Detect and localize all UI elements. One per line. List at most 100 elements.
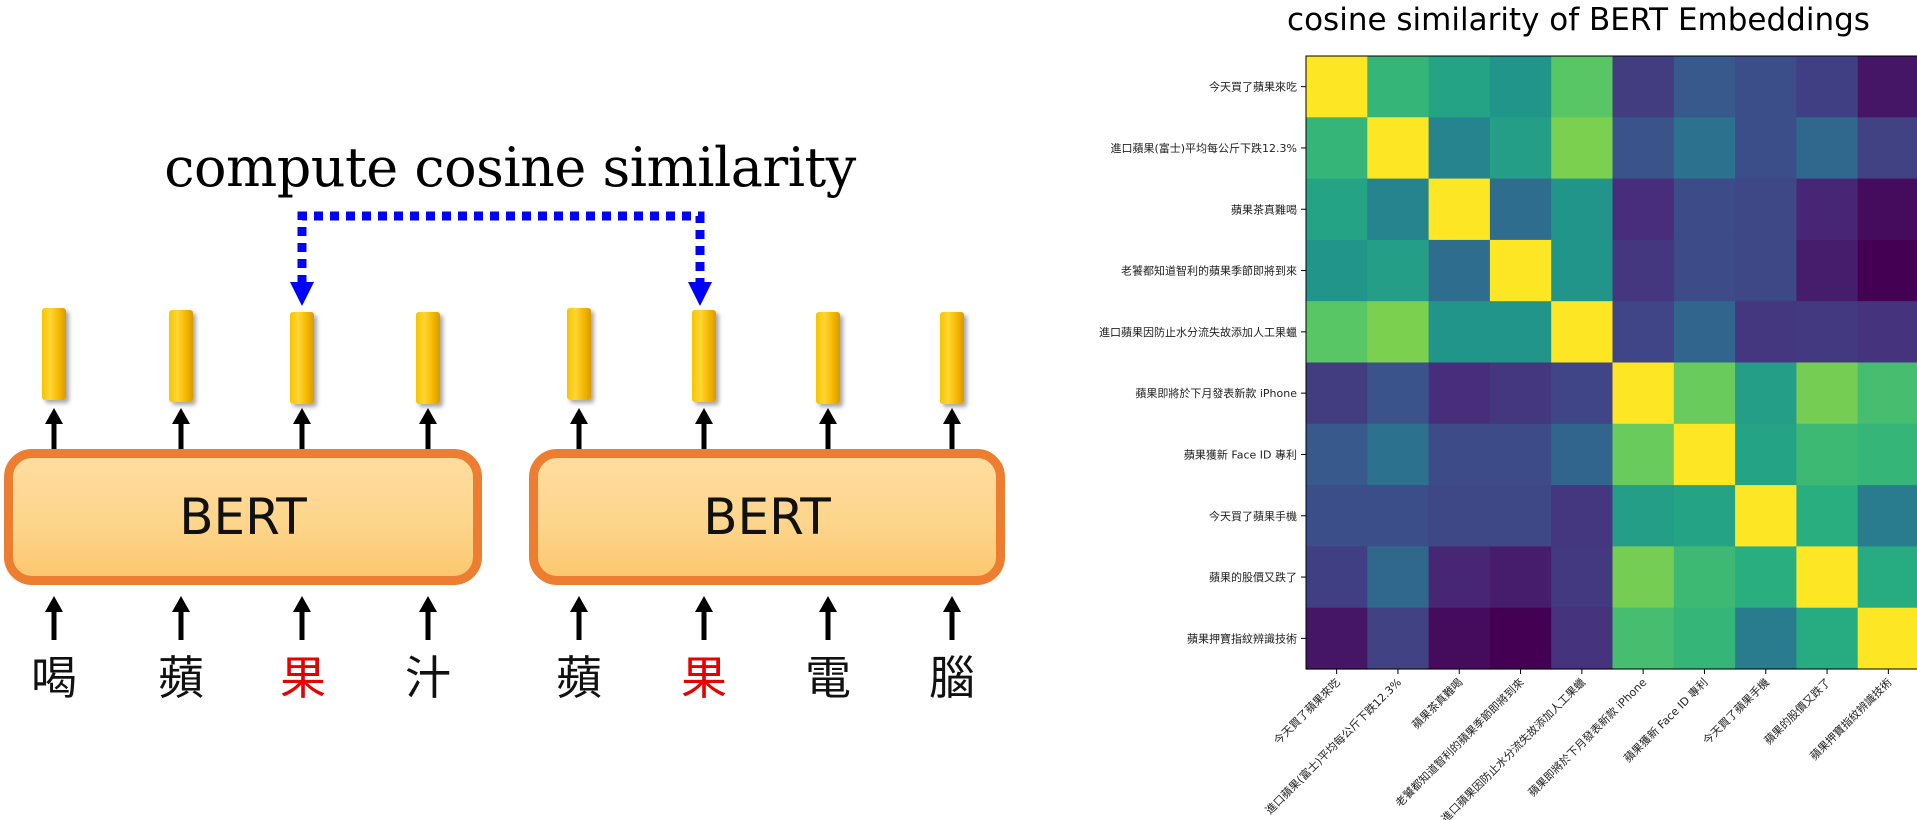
embedding-vector <box>567 308 591 400</box>
heatmap-cell <box>1735 239 1797 302</box>
input-token-left: 果 <box>280 651 326 705</box>
heatmap-cell <box>1612 607 1675 670</box>
heatmap-cell <box>1857 117 1917 180</box>
heatmap-cell <box>1428 178 1491 241</box>
arrow-up-icon <box>293 596 311 612</box>
heatmap-cell <box>1306 239 1368 302</box>
heatmap-cell <box>1489 301 1552 364</box>
y-tick-label: 今天買了蘋果來吃 <box>1209 80 1297 94</box>
heatmap-cell <box>1612 485 1675 547</box>
heatmap-cell <box>1367 362 1430 425</box>
heatmap-cell <box>1489 423 1552 486</box>
heatmap-cell <box>1551 56 1614 118</box>
heatmap-cell <box>1428 423 1491 486</box>
arrow-up-icon <box>695 408 713 424</box>
heatmap-cell <box>1367 485 1430 547</box>
x-tick-label: 蘋果的股價又跌了 <box>1761 675 1833 747</box>
heatmap-cell <box>1428 485 1491 547</box>
heatmap-cell <box>1857 423 1917 486</box>
bert-encoder-left: BERT <box>4 449 482 585</box>
heatmap-cell <box>1735 546 1797 609</box>
heatmap-cell <box>1673 423 1736 486</box>
heatmap-cell <box>1551 178 1614 241</box>
x-tick-label: 今天買了蘋果來吃 <box>1271 675 1343 747</box>
heatmap-cell <box>1612 546 1675 609</box>
embedding-vector <box>42 308 66 400</box>
y-tick-label: 進口蘋果(富士)平均每公斤下跌12.3% <box>1110 141 1297 155</box>
heatmap-cell <box>1428 301 1491 364</box>
heatmap-cell <box>1428 362 1491 425</box>
heatmap-cell <box>1735 56 1797 118</box>
embedding-vector <box>816 312 840 404</box>
heatmap-cell <box>1612 423 1675 486</box>
arrow-up-icon <box>419 408 437 424</box>
heatmap-cell <box>1551 546 1614 609</box>
arrow-up-icon <box>172 408 190 424</box>
y-tick-label: 進口蘋果因防止水分流失故添加人工果蠟 <box>1099 325 1297 339</box>
dotted-link <box>290 211 712 306</box>
heatmap-cell <box>1857 301 1917 364</box>
input-token-right: 電 <box>805 651 851 705</box>
y-tick-label: 今天買了蘋果手機 <box>1209 509 1297 523</box>
arrow-up-icon <box>695 596 713 612</box>
heatmap-cell <box>1551 362 1614 425</box>
y-tick-label: 蘋果的股價又跌了 <box>1209 570 1297 584</box>
diagram-title: compute cosine similarity <box>164 136 856 199</box>
input-token-right: 果 <box>681 651 727 705</box>
arrow-up-icon <box>570 408 588 424</box>
arrow-up-icon <box>570 596 588 612</box>
heatmap-cell <box>1612 178 1675 241</box>
heatmap-cell <box>1551 423 1614 486</box>
heatmap-cell <box>1428 607 1491 670</box>
heatmap-cell <box>1796 362 1859 425</box>
input-token-left: 汁 <box>405 651 451 705</box>
heatmap-cell <box>1551 239 1614 302</box>
heatmap-cell <box>1857 178 1917 241</box>
heatmap-cell <box>1857 56 1917 118</box>
arrow-up-icon <box>943 596 961 612</box>
arrow-up-icon <box>819 408 837 424</box>
heatmap-cell <box>1673 607 1736 670</box>
heatmap-cell <box>1673 362 1736 425</box>
heatmap-cell <box>1306 301 1368 364</box>
heatmap-cell <box>1612 117 1675 180</box>
heatmap-cell <box>1673 546 1736 609</box>
heatmap-cell <box>1735 117 1797 180</box>
input-token-left: 喝 <box>31 651 77 705</box>
y-tick-label: 蘋果茶真難喝 <box>1231 202 1297 216</box>
heatmap-cell <box>1489 56 1552 118</box>
y-tick-label: 蘋果獲新 Face ID 專利 <box>1184 447 1297 461</box>
heatmap-cell <box>1796 239 1859 302</box>
heatmap-cell <box>1857 546 1917 609</box>
heatmap-cell <box>1489 485 1552 547</box>
heatmap-cell <box>1857 485 1917 547</box>
arrow-up-icon <box>943 408 961 424</box>
input-token-left: 蘋 <box>158 651 204 705</box>
arrow-up-icon <box>419 596 437 612</box>
heatmap-cell <box>1735 485 1797 547</box>
heatmap-cell <box>1735 607 1797 670</box>
heatmap-cell <box>1551 117 1614 180</box>
x-tick-label: 進口蘋果(富士)平均每公斤下跌12.3% <box>1262 675 1404 817</box>
arrow-up-icon <box>293 408 311 424</box>
y-tick-label: 老饕都知道智利的蘋果季節即將到來 <box>1121 264 1297 278</box>
heatmap-cell <box>1673 56 1736 118</box>
heatmap-cell <box>1796 423 1859 486</box>
heatmap-cell <box>1489 178 1552 241</box>
heatmap-cell <box>1428 117 1491 180</box>
heatmap-cell <box>1735 178 1797 241</box>
embedding-vector <box>692 310 716 402</box>
heatmap-cell <box>1367 546 1430 609</box>
heatmap-cell <box>1367 423 1430 486</box>
y-tick-label: 蘋果押寶指紋辨識技術 <box>1187 631 1297 645</box>
heatmap-cell <box>1367 178 1430 241</box>
heatmap-cell <box>1796 546 1859 609</box>
heatmap-cell <box>1306 362 1368 425</box>
heatmap-cell <box>1796 56 1859 118</box>
heatmap-cell <box>1735 362 1797 425</box>
embedding-vector <box>940 312 964 404</box>
black-arrows <box>45 408 961 640</box>
heatmap-cell <box>1551 301 1614 364</box>
embedding-vector <box>290 312 314 404</box>
heatmap-cell <box>1428 546 1491 609</box>
